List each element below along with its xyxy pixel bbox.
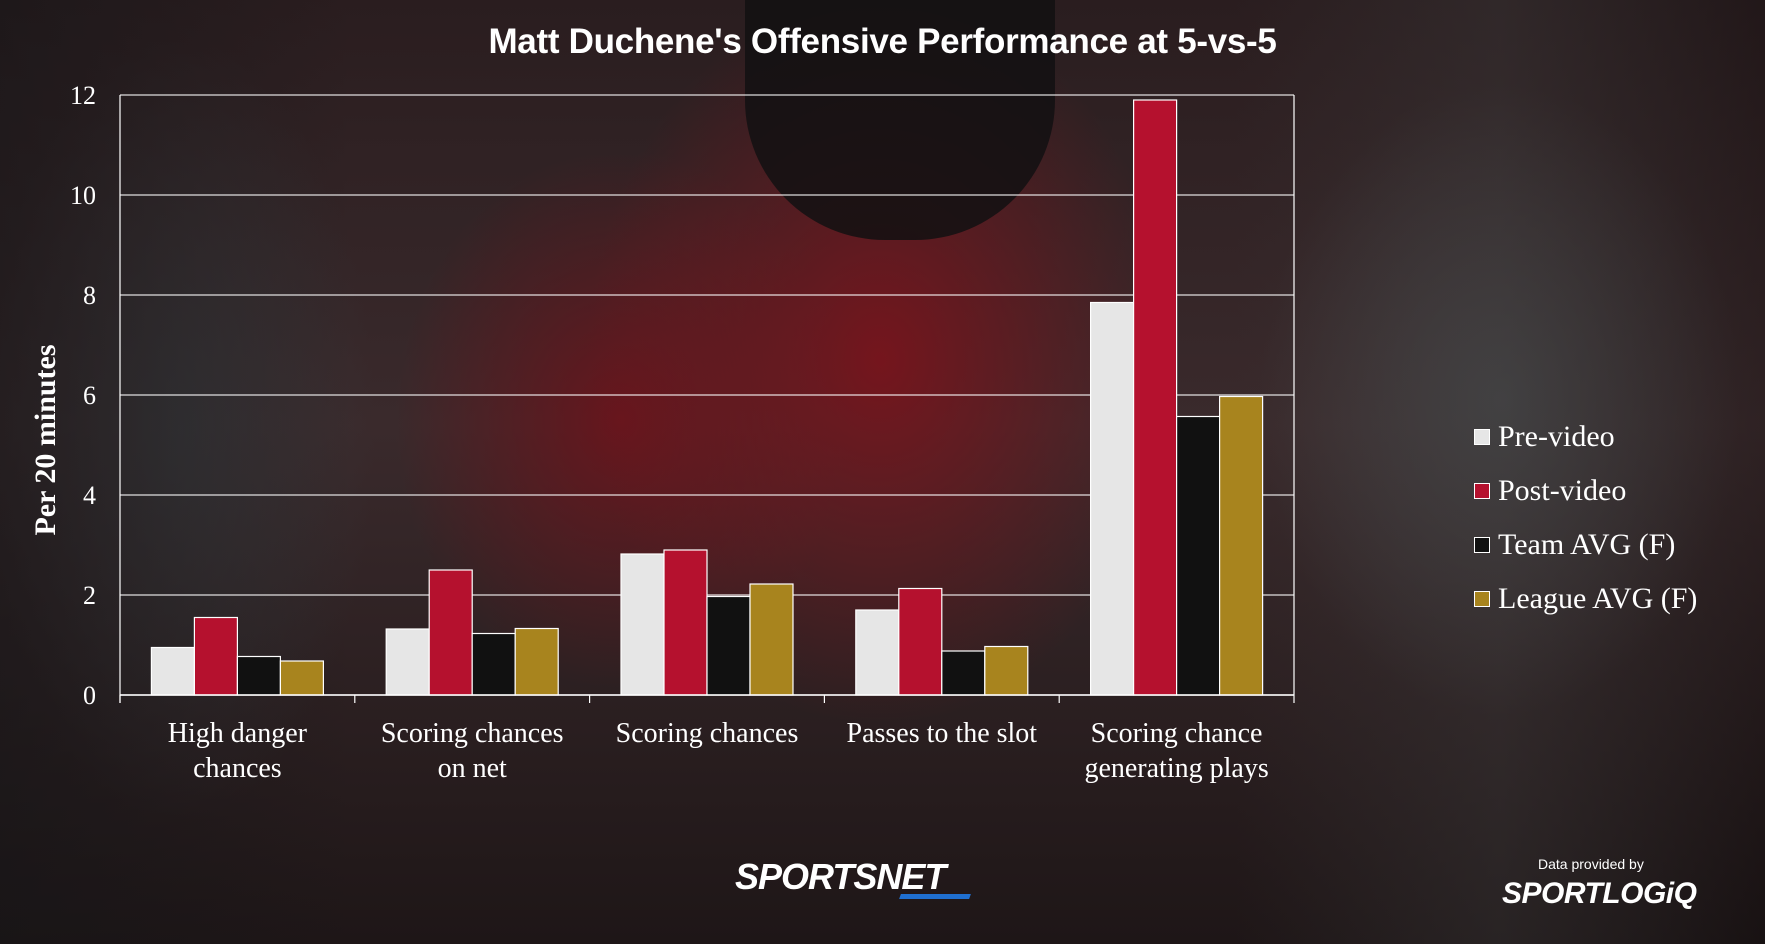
y-tick-label: 2	[83, 581, 96, 610]
legend-swatch	[1474, 591, 1490, 607]
x-tick-label: chances	[193, 753, 282, 784]
chart-title: Matt Duchene's Offensive Performance at …	[488, 22, 1277, 61]
bar	[1218, 395, 1264, 696]
y-axis-label: Per 20 minutes	[29, 344, 62, 536]
x-tick-label: on net	[438, 753, 507, 784]
bar	[150, 646, 195, 696]
x-tick-label: Scoring chances	[616, 718, 799, 749]
legend-label: League AVG (F)	[1498, 582, 1698, 615]
legend: Pre-video Post-video Team AVG (F) League…	[1474, 410, 1697, 626]
x-tick-label: Scoring chance	[1091, 718, 1263, 749]
bar	[941, 650, 986, 696]
bar	[663, 549, 708, 696]
legend-swatch	[1474, 537, 1490, 553]
sportsnet-logo-swoosh	[899, 894, 971, 899]
legend-item-league-avg: League AVG (F)	[1474, 572, 1697, 626]
legend-label: Pre-video	[1498, 420, 1615, 453]
legend-swatch	[1474, 429, 1490, 445]
x-tick-label: Scoring chances	[381, 718, 564, 749]
bar	[471, 632, 516, 696]
x-tick-label: Passes to the slot	[847, 718, 1038, 749]
y-tick-label: 10	[70, 181, 96, 210]
legend-label: Team AVG (F)	[1498, 528, 1676, 561]
y-tick-label: 8	[83, 281, 96, 310]
y-tick-label: 4	[83, 481, 96, 510]
bar	[1175, 415, 1221, 696]
legend-swatch	[1474, 483, 1490, 499]
legend-item-team-avg: Team AVG (F)	[1474, 518, 1697, 572]
x-tick-label: High danger	[168, 718, 308, 749]
y-tick-label: 0	[83, 681, 96, 710]
x-tick-label: generating plays	[1084, 753, 1268, 784]
y-tick-label: 6	[83, 381, 96, 410]
data-credit-text: Data provided by	[1538, 856, 1644, 872]
bar	[706, 595, 751, 696]
sportlogiq-logo: SPORTLOGiQ	[1502, 877, 1697, 910]
bar	[855, 609, 900, 696]
y-tick-label: 12	[70, 81, 96, 110]
bar	[236, 655, 281, 696]
bar	[1132, 99, 1178, 696]
sportsnet-logo: SPORTSNET	[735, 856, 946, 897]
bar	[279, 660, 324, 696]
legend-item-post-video: Post-video	[1474, 464, 1697, 518]
bar	[193, 616, 238, 696]
legend-item-pre-video: Pre-video	[1474, 410, 1697, 464]
bar	[620, 553, 665, 696]
bar	[385, 628, 430, 696]
bar	[514, 627, 559, 696]
bar	[984, 645, 1029, 696]
bar	[749, 583, 794, 696]
bar	[428, 569, 473, 696]
legend-label: Post-video	[1498, 474, 1627, 507]
bar	[898, 587, 943, 696]
bar	[1089, 301, 1135, 696]
